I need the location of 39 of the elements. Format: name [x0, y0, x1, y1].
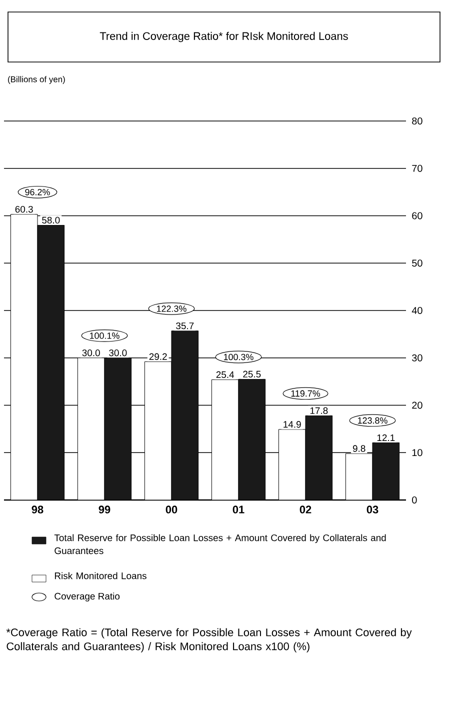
legend-label: Total Reserve for Possible Loan Losses + Amount Covered by Collaterals and Guarantees: [54, 534, 386, 554]
chart-title: Trend in Coverage Ratio* for RIsk Monitored Loans: [100, 32, 348, 42]
data-label: 14.9: [284, 421, 301, 428]
annotation: 100.3%: [224, 354, 254, 360]
y-tick-label: 80: [412, 117, 422, 125]
legend-label: Risk Monitored Loans: [54, 572, 146, 580]
annotation: 119.7%: [291, 390, 320, 397]
data-label: 25.4: [216, 371, 234, 378]
y-tick-label: 40: [412, 306, 422, 314]
text: *Coverage Ratio = (Total Reserve for Possible Loan Losses + Amount Covered by Collaterals and Guarantees) / Risk Monitored Loans x100 (%): [6, 628, 412, 652]
x-tick-label: 01: [232, 506, 244, 514]
data-label: 29.2: [149, 353, 167, 360]
data-label: 17.8: [310, 407, 328, 414]
data-label: 58.0: [42, 216, 60, 224]
data-label: 60.3: [15, 206, 33, 213]
x-tick-label: 02: [300, 506, 312, 514]
data-label: 35.7: [176, 322, 194, 330]
data-label: 30.0: [109, 349, 127, 356]
x-tick-label: 99: [98, 506, 110, 514]
text: Coverage Ratio: [54, 592, 120, 602]
data-label: 30.0: [82, 349, 100, 356]
x-tick-label: 98: [32, 506, 44, 514]
annotation: 96.2%: [25, 188, 50, 196]
y-tick-label: 30: [412, 354, 422, 362]
data-label: 25.5: [243, 370, 261, 378]
x-tick-label: 00: [166, 506, 178, 514]
annotation: 123.8%: [358, 417, 388, 424]
data-label: 9.8: [352, 445, 366, 452]
annotation: 122.3%: [156, 306, 186, 312]
data-label: 12.1: [377, 434, 395, 441]
y-tick-label: 50: [412, 260, 422, 267]
x-tick-label: 03: [366, 506, 378, 514]
y-tick-label: 20: [412, 402, 422, 409]
y-tick-label: 70: [412, 164, 422, 172]
y-axis-title: (Billions of yen): [8, 76, 65, 84]
y-tick-label: 10: [412, 449, 422, 456]
y-tick-label: 60: [412, 212, 422, 220]
y-tick-label: 0: [412, 496, 417, 504]
annotation: 100.1%: [90, 332, 120, 339]
